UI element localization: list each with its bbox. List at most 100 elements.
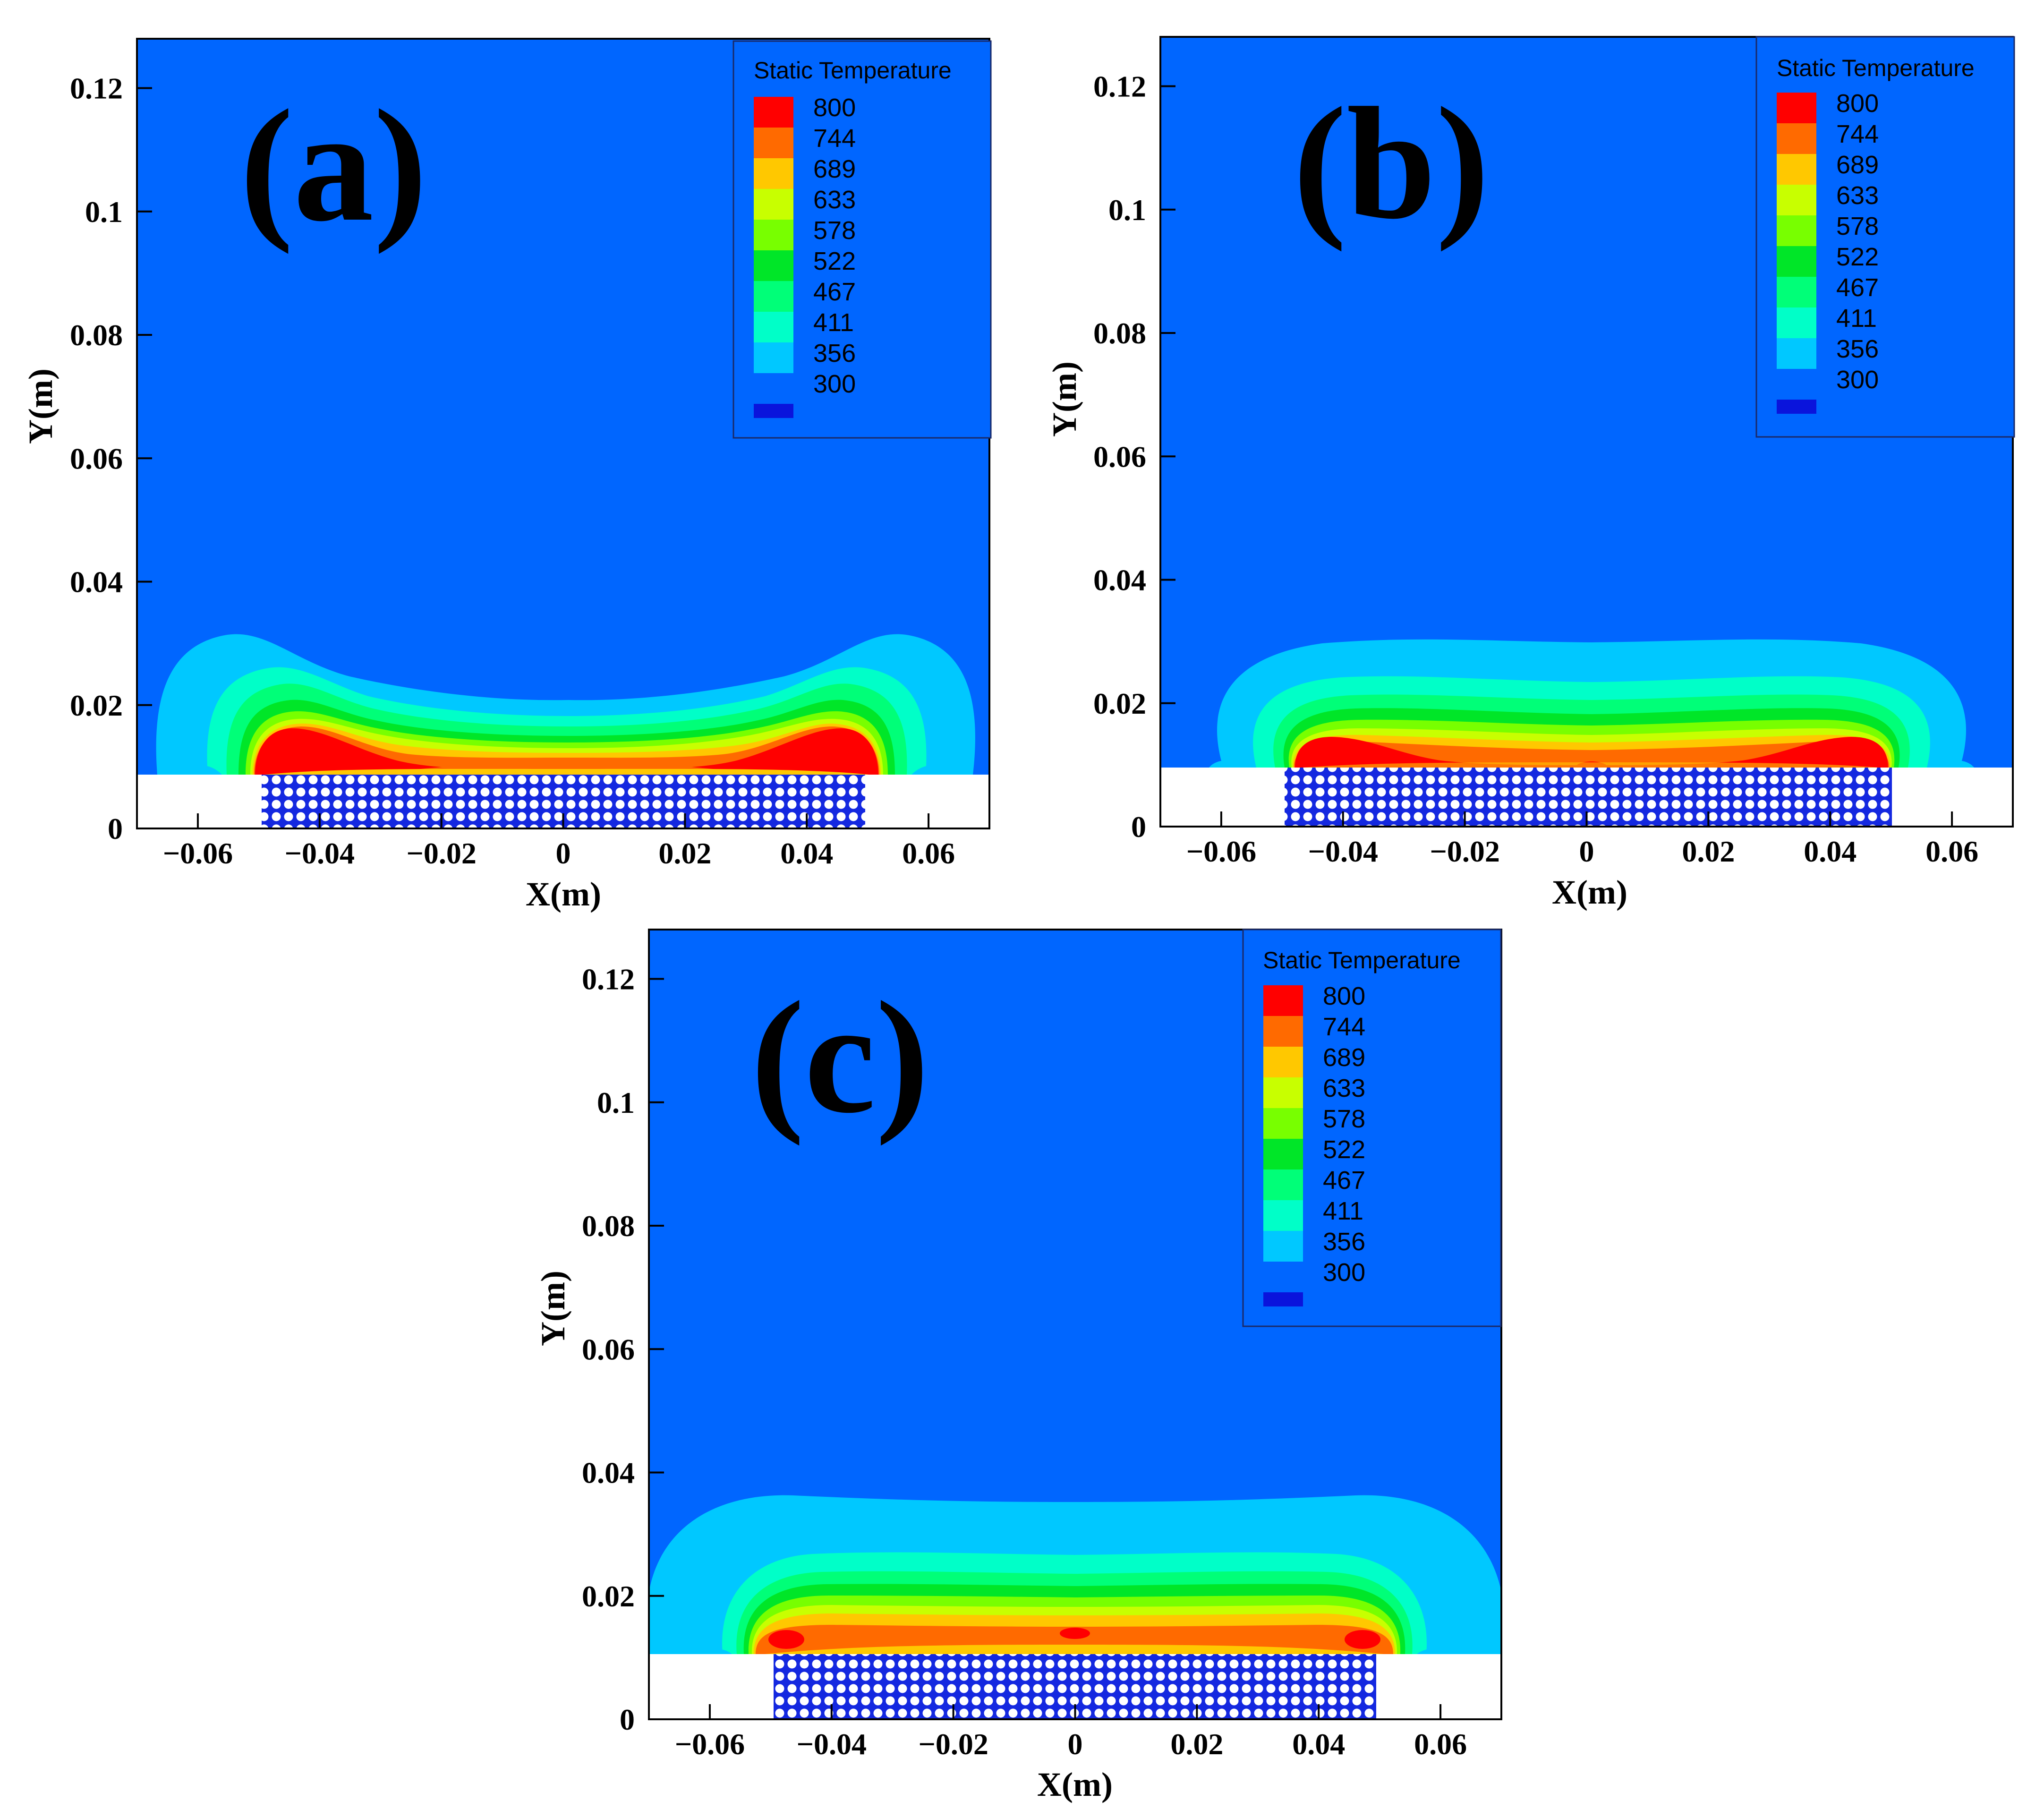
legend-level-label: 411 [813,308,854,337]
legend-swatch [1777,215,1816,246]
legend-swatch [1777,93,1816,123]
y-axis-a: 0 0.02 0.04 0.06 0.08 0.1 0.12 [70,72,152,845]
x-tick-label: −0.06 [1186,835,1256,868]
x-tick-label: 0 [1068,1727,1083,1761]
legend-swatch [1263,1139,1303,1169]
y-tick-label: 0.04 [582,1456,635,1490]
bed-gap-left-a [137,775,262,828]
y-tick-label: 0.1 [1108,193,1146,227]
y-axis-title-a: Y(m) [22,368,60,444]
legend-level-label: 522 [1323,1135,1365,1164]
legend-swatch [1777,307,1816,338]
legend-level-label: 300 [1323,1258,1365,1287]
y-tick-label: 0.02 [70,689,123,722]
legend-title-a: Static Temperature [754,57,952,84]
legend-title-c: Static Temperature [1263,947,1461,973]
y-tick-label: 0.12 [70,72,123,105]
x-tick-label: 0.04 [1292,1727,1345,1761]
legend-level-label: 578 [813,216,856,245]
x-tick-label: −0.04 [797,1727,867,1761]
y-tick-label: 0.02 [582,1579,635,1613]
legend-level-label: 522 [1836,243,1879,271]
legend-level-label: 800 [813,94,856,122]
x-axis-c: −0.06 −0.04 −0.02 0 0.02 0.04 0.06 [675,1704,1467,1761]
x-axis-title-c: X(m) [1037,1766,1113,1803]
legend-level-label: 800 [1836,89,1879,118]
legend-level-label: 689 [1836,151,1879,179]
legend-level-label: 800 [1323,982,1365,1010]
bed-gap-right-c [1376,1654,1501,1719]
legend-level-label: 356 [1836,335,1879,363]
legend-level-label: 689 [1323,1043,1365,1072]
legend-swatch [1777,123,1816,154]
legend-swatch [754,158,793,189]
legend-level-label: 467 [1836,273,1879,302]
x-axis-b: −0.06 −0.04 −0.02 0 0.02 0.04 0.06 [1186,811,1978,868]
bed-gap-left-c [649,1654,774,1719]
y-tick-label: 0 [620,1703,635,1736]
legend-swatch [1263,985,1303,1016]
legend-swatch [754,312,793,342]
legend-swatch [1263,1108,1303,1139]
legend-swatch [754,97,793,128]
legend-swatch [1777,277,1816,307]
bed-gap-left-b [1160,768,1285,827]
legend-level-label: 633 [813,186,856,214]
legend-swatch [1263,1262,1303,1292]
legend-level-label: 744 [1836,120,1879,148]
temperature-contours-a [156,634,975,775]
panel-label-c: (c) [751,968,929,1146]
legend-swatch [754,250,793,281]
legend-swatch [754,189,793,220]
y-tick-label: 0.1 [597,1086,635,1119]
legend-swatch [1777,369,1816,400]
y-axis-b: 0 0.02 0.04 0.06 0.08 0.1 0.12 [1093,70,1175,844]
x-tick-label: 0 [1579,835,1594,868]
x-tick-label: 0.04 [780,836,833,870]
legend-swatch [1263,1169,1303,1200]
legend-title-b: Static Temperature [1777,55,1975,81]
x-tick-label: 0.02 [1682,835,1735,868]
legend-swatch [1263,1047,1303,1077]
legend-swatch [754,128,793,158]
y-tick-label: 0.08 [1093,316,1146,350]
y-axis-c: 0 0.02 0.04 0.06 0.08 0.1 0.12 [582,963,664,1736]
temperature-contours-c [649,1495,1501,1654]
y-tick-label: 0.12 [1093,70,1146,103]
legend-swatch [1263,1231,1303,1262]
legend-level-label: 633 [1323,1074,1365,1102]
legend-level-label: 467 [813,278,856,306]
legend-swatch [1263,1200,1303,1231]
x-axis-title-b: X(m) [1552,873,1627,911]
legend-swatch [754,220,793,250]
x-tick-label: 0.06 [1925,835,1978,868]
legend-swatch [1263,1016,1303,1047]
y-tick-label: 0.08 [70,318,123,352]
x-tick-label: −0.06 [675,1727,745,1761]
x-tick-label: −0.04 [285,836,355,870]
legend-level-label: 356 [1323,1228,1365,1256]
y-tick-label: 0.1 [85,195,123,229]
legend-level-label: 578 [1323,1105,1365,1133]
x-tick-label: 0.02 [658,836,711,870]
legend-level-label: 411 [1836,304,1877,333]
y-tick-label: 0.04 [70,565,123,599]
legend-level-label: 411 [1323,1197,1363,1225]
legend-swatch [1777,246,1816,277]
legend-level-label: 300 [1836,366,1879,394]
x-tick-label: −0.02 [918,1727,988,1761]
legend-level-label: 356 [813,339,856,367]
x-tick-label: −0.06 [163,836,233,870]
legend-swatch [754,404,793,418]
y-axis-title-b: Y(m) [1046,361,1083,437]
panel-label-b: (b) [1293,74,1490,252]
legend-level-label: 689 [813,155,856,183]
y-tick-label: 0.04 [1093,563,1146,597]
legend-swatch [754,373,793,404]
y-tick-label: 0 [108,812,123,845]
x-tick-label: 0.04 [1804,835,1857,868]
